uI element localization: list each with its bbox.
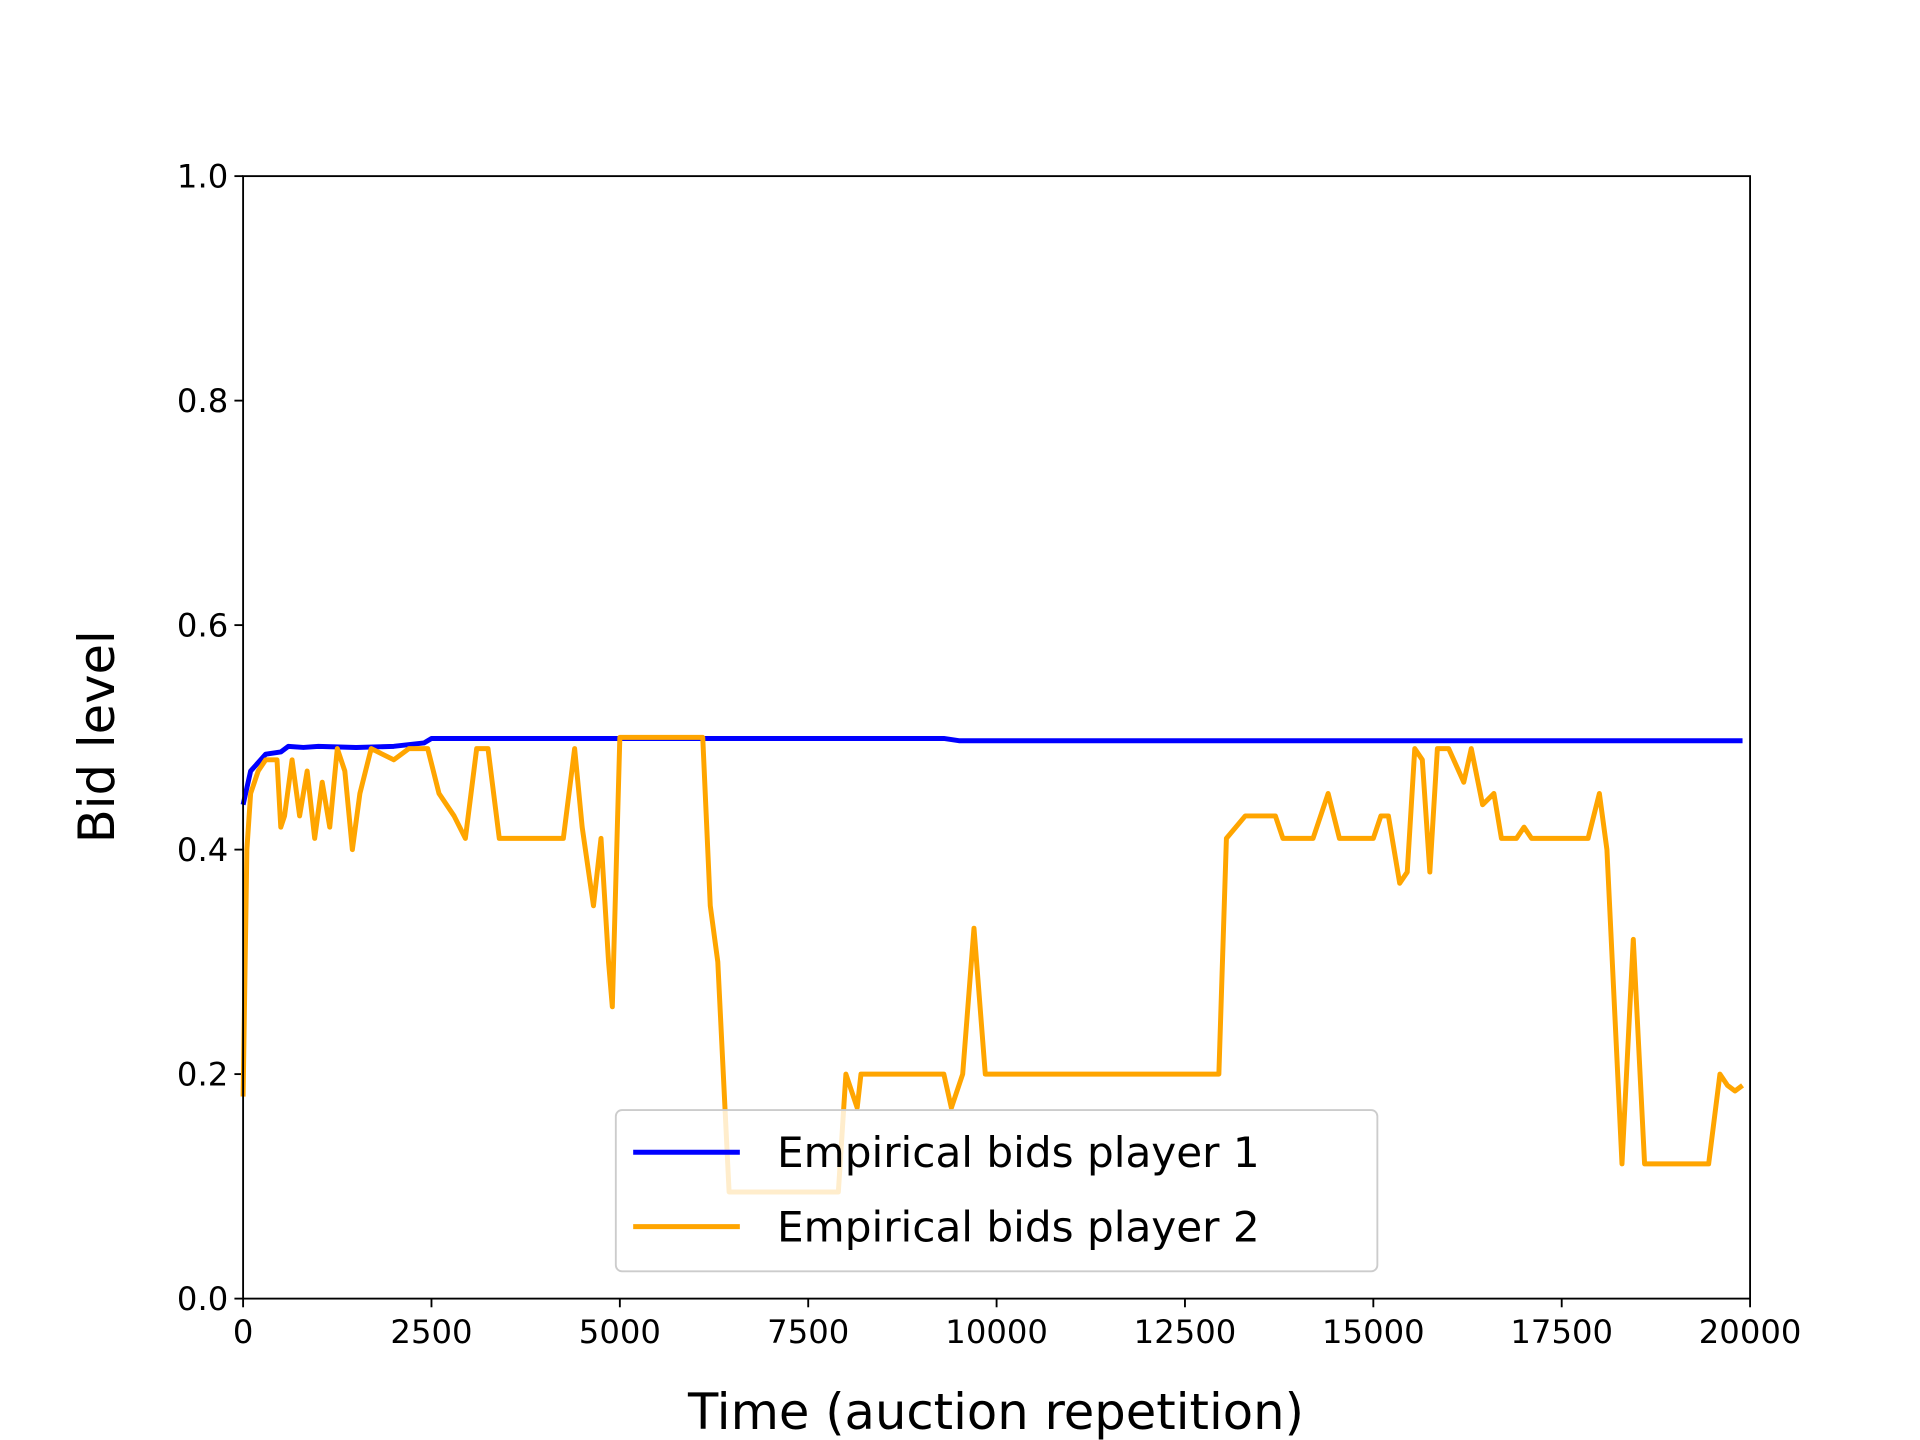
x-tick-label: 5000 xyxy=(579,1313,661,1351)
x-tick-label: 2500 xyxy=(390,1313,472,1351)
legend-box xyxy=(614,1109,1379,1273)
x-tick-label: 17500 xyxy=(1510,1313,1613,1351)
y-tick-label: 0.2 xyxy=(177,1055,228,1093)
x-axis-label: Time (auction repetition) xyxy=(687,1383,1304,1440)
x-tick-label: 12500 xyxy=(1134,1313,1237,1351)
x-tick-label: 20000 xyxy=(1699,1313,1802,1351)
y-tick-label: 0.0 xyxy=(177,1280,228,1318)
y-tick-label: 0.8 xyxy=(177,382,228,420)
series-line xyxy=(240,734,1745,1195)
y-tick-label: 1.0 xyxy=(177,157,228,195)
y-tick-label: 0.4 xyxy=(177,831,228,869)
series-line xyxy=(240,736,1743,806)
plot-frame xyxy=(242,175,1752,1300)
y-axis-label: Bid level xyxy=(68,630,126,843)
legend-label: Empirical bids player 1 xyxy=(777,1128,1260,1177)
x-tick-label: 10000 xyxy=(945,1313,1048,1351)
y-tick-label: 0.6 xyxy=(177,606,228,644)
x-tick-label: 0 xyxy=(233,1313,254,1351)
x-tick-label: 15000 xyxy=(1322,1313,1425,1351)
legend-label: Empirical bids player 2 xyxy=(777,1203,1260,1252)
x-tick-label: 7500 xyxy=(767,1313,849,1351)
